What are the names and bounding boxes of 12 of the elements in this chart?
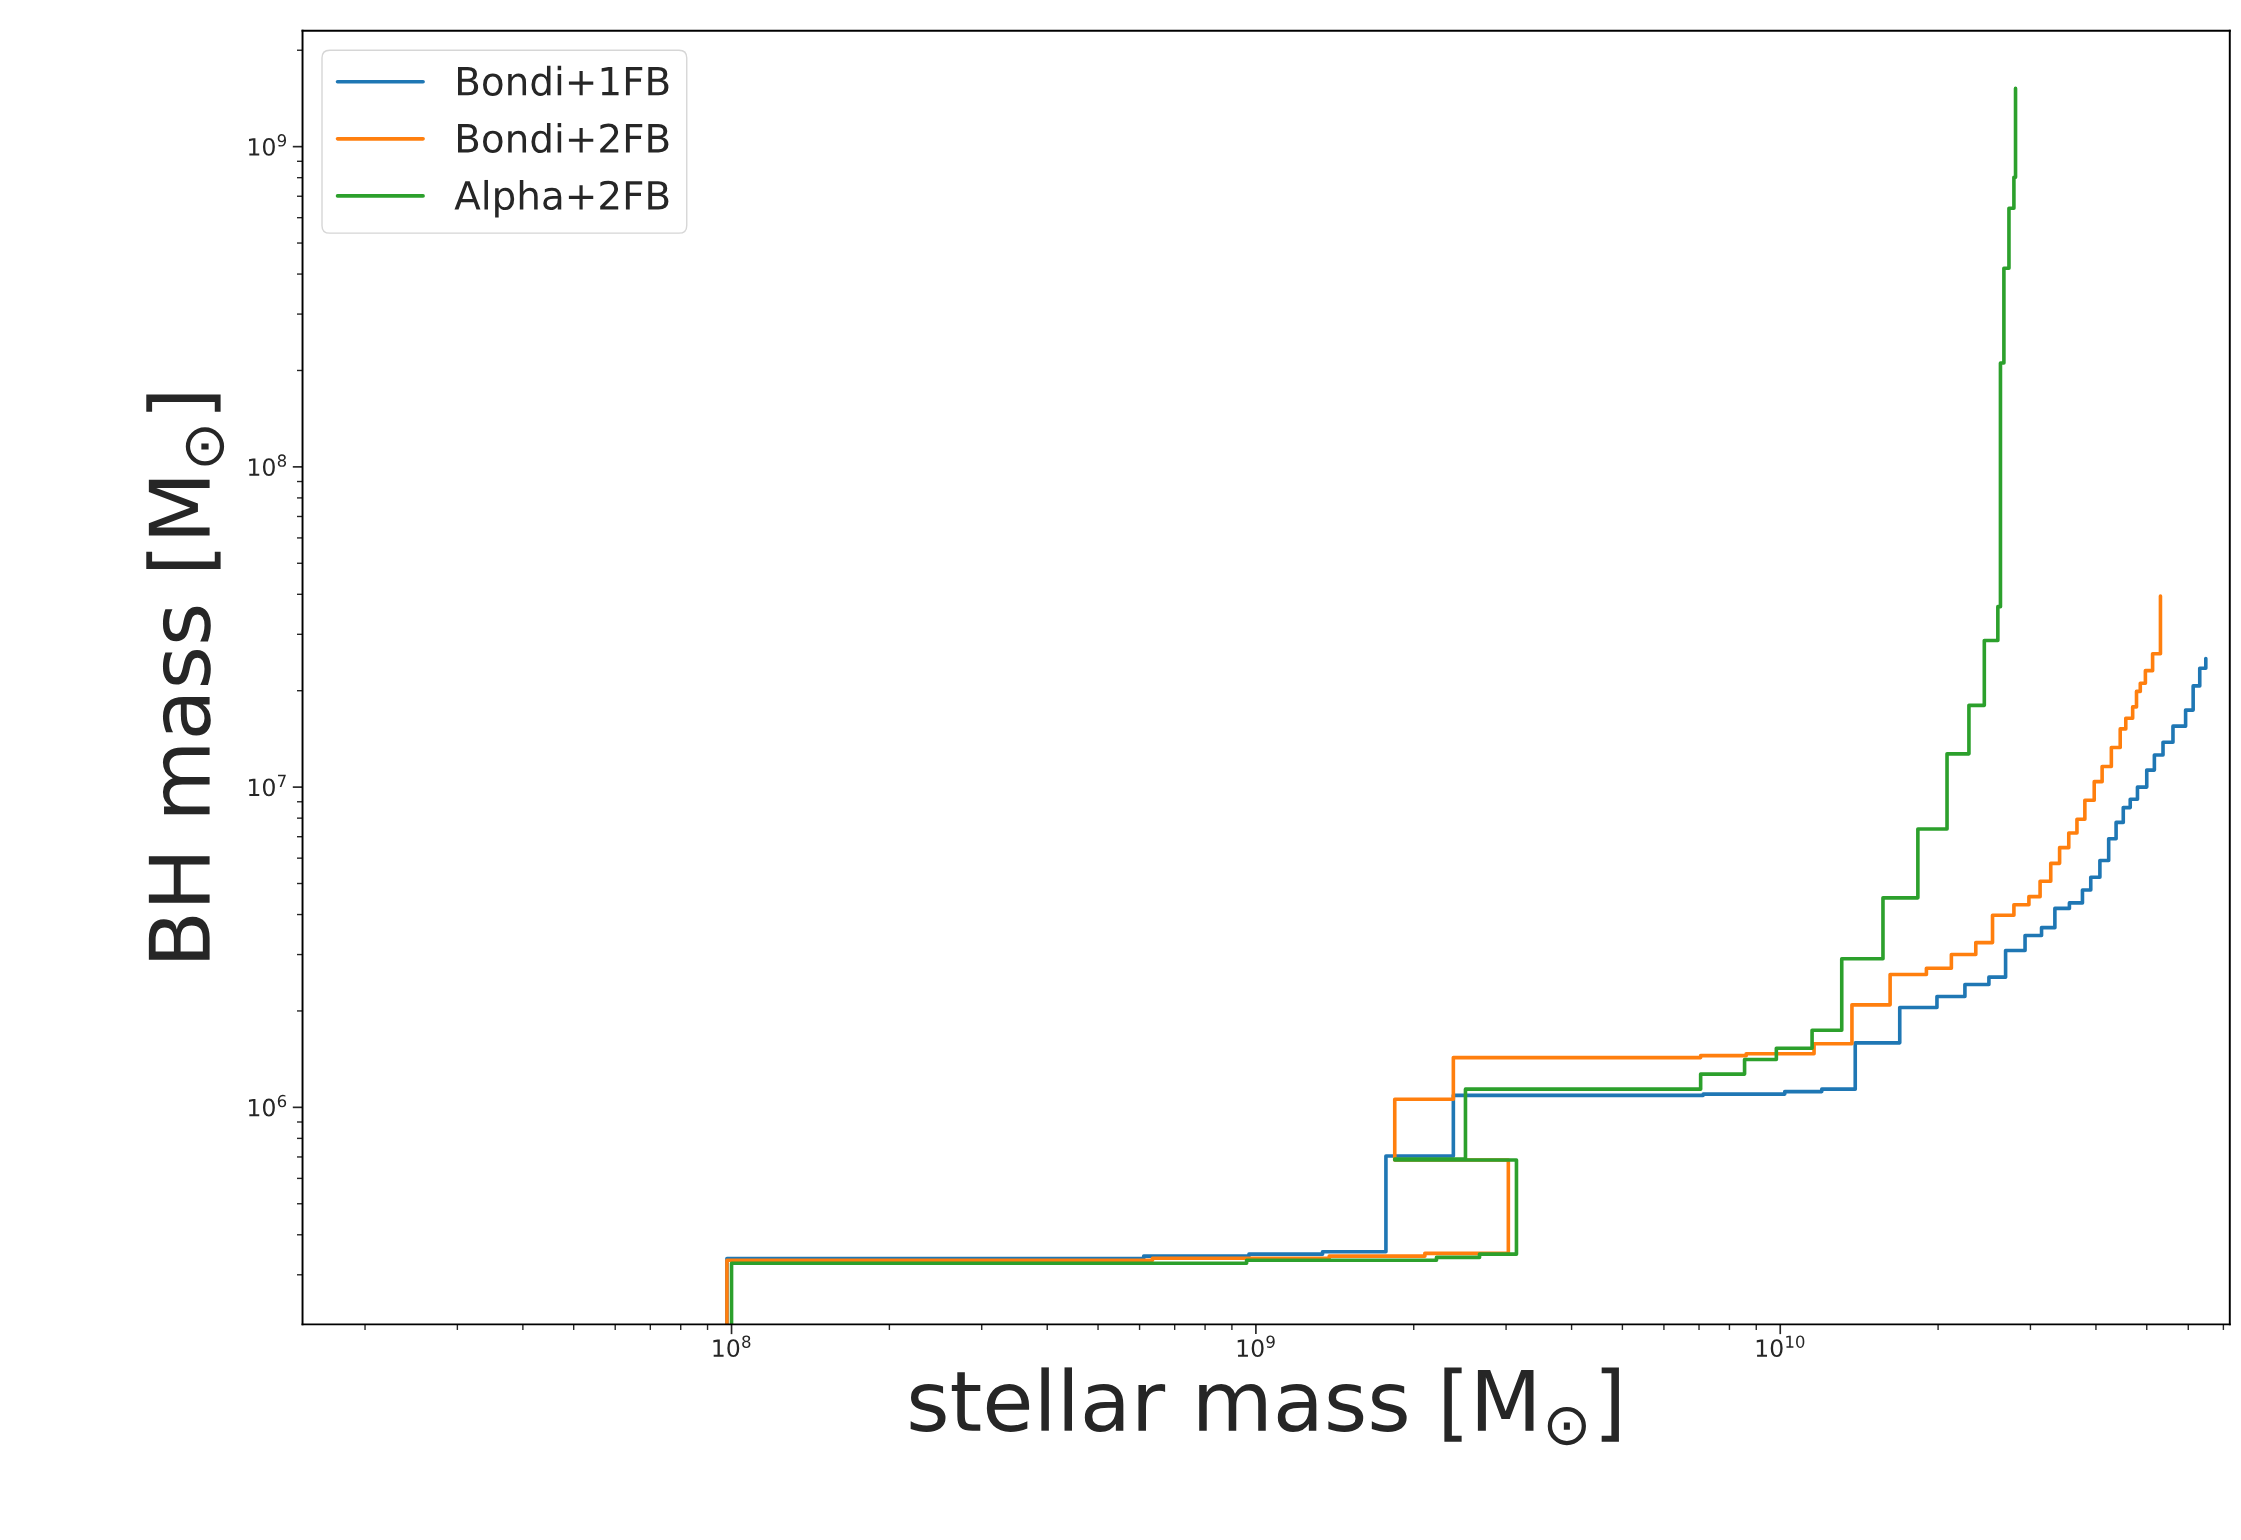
legend-label: Bondi+1FB xyxy=(458,65,669,96)
y-tick-label: 10$^{7}$ xyxy=(248,774,286,797)
y-tick-label: 10$^{8}$ xyxy=(248,454,287,476)
legend-label: Bondi+2FB xyxy=(458,122,669,153)
x-axis-title: stellar mass [M$_{⊙}$] xyxy=(910,1367,1619,1446)
x-tick-label: 10$^{9}$ xyxy=(1237,1335,1275,1358)
x-tick-label: 10$^{10}$ xyxy=(1756,1335,1805,1358)
y-tick-label: 10$^{9}$ xyxy=(248,134,287,156)
y-tick-label: 10$^{6}$ xyxy=(248,1094,287,1117)
legend-label: Alpha+2FB xyxy=(454,179,669,218)
x-tick-label: 10$^{8}$ xyxy=(713,1335,751,1358)
y-axis-title: BH mass [M$_{⊙}$] xyxy=(146,394,225,960)
